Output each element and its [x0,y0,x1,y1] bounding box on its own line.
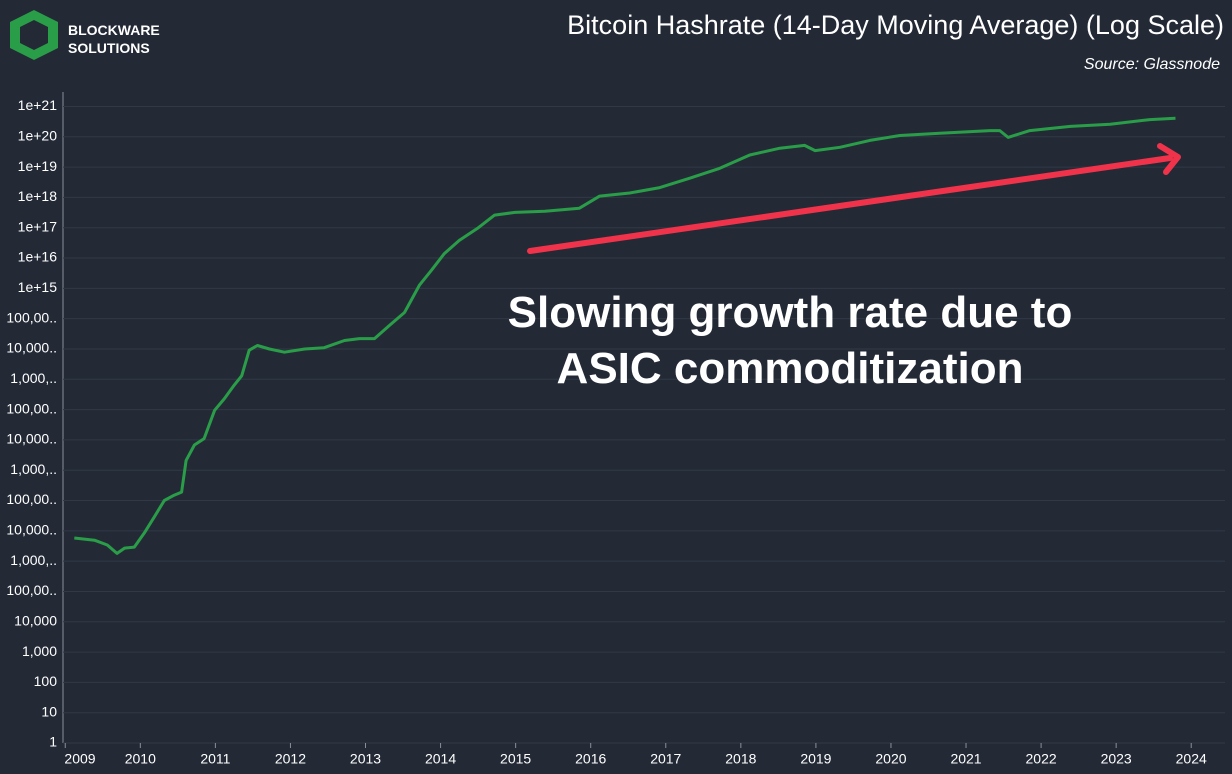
x-tick-label: 2014 [425,751,456,767]
x-tick-label: 2017 [650,751,681,767]
y-tick-label: 1,000,.. [10,552,57,568]
x-tick-label: 2023 [1101,751,1132,767]
marks [74,116,1176,555]
x-tick-label: 2016 [575,751,606,767]
x-tick-label: 2021 [950,751,981,767]
annotation-arrow [527,143,1181,254]
annotation-box: Slowing growth rate due to ASIC commodit… [507,288,1073,393]
y-tick-label: 100,00.. [6,582,57,598]
x-tick-label: 2013 [350,751,381,767]
y-tick-label: 1e+18 [18,188,58,204]
grid: 1 10 100 1,000 10,000 100,00.. 1,000,.. 10,000.… [6,97,1225,767]
x-tick-label: 2009 [64,751,95,767]
chart-title: Bitcoin Hashrate (14-Day Moving Average)… [567,10,1224,40]
arrow-shaft [527,155,1173,254]
logo-hex-inner [20,20,48,50]
x-tick-label: 2018 [725,751,756,767]
x-tick-label: 2019 [800,751,831,767]
chart-subtitle: Source: Glassnode [1084,56,1220,73]
arrow-head [1157,143,1181,175]
y-tick-label: 100,00.. [6,309,57,325]
y-tick-label: 1,000,.. [10,461,57,477]
y-tick-label: 10,000.. [6,340,57,356]
x-tick-label: 2011 [200,751,230,767]
logo-text: SOLUTIONS [68,40,150,56]
y-tick-label: 1,000,.. [10,370,57,386]
y-tick-label: 1e+21 [18,97,58,113]
x-tick-label: 2010 [125,751,156,767]
x-tick-label: 2015 [500,751,531,767]
y-tick-label: 1e+20 [18,127,58,143]
y-tick-label: 10,000.. [6,522,57,538]
x-tick-label: 2024 [1176,751,1207,767]
y-tick-label: 10 [41,703,57,719]
y-tick-label: 1 [49,734,57,750]
y-tick-label: 100,00.. [6,400,57,416]
annotation: Slowing growth rate due to ASIC commodit… [507,288,1073,393]
y-tick-label: 1e+15 [18,279,58,295]
y-tick-label: 1e+19 [18,158,58,174]
logo: BLOCKWARE SOLUTIONS [10,10,160,60]
x-tick-label: 2012 [275,751,306,767]
y-tick-label: 1e+17 [18,218,58,234]
y-tick-label: 10,000 [14,612,57,628]
logo-text: BLOCKWARE [68,22,160,38]
x-tick-label: 2020 [875,751,906,767]
y-tick-label: 1e+16 [18,249,58,265]
x-tick-label: 2022 [1026,751,1057,767]
y-tick-label: 1,000 [22,643,57,659]
data-line [74,116,1176,555]
y-tick-label: 10,000.. [6,431,57,447]
y-tick-label: 100,00.. [6,491,57,507]
y-tick-label: 100 [34,673,58,689]
